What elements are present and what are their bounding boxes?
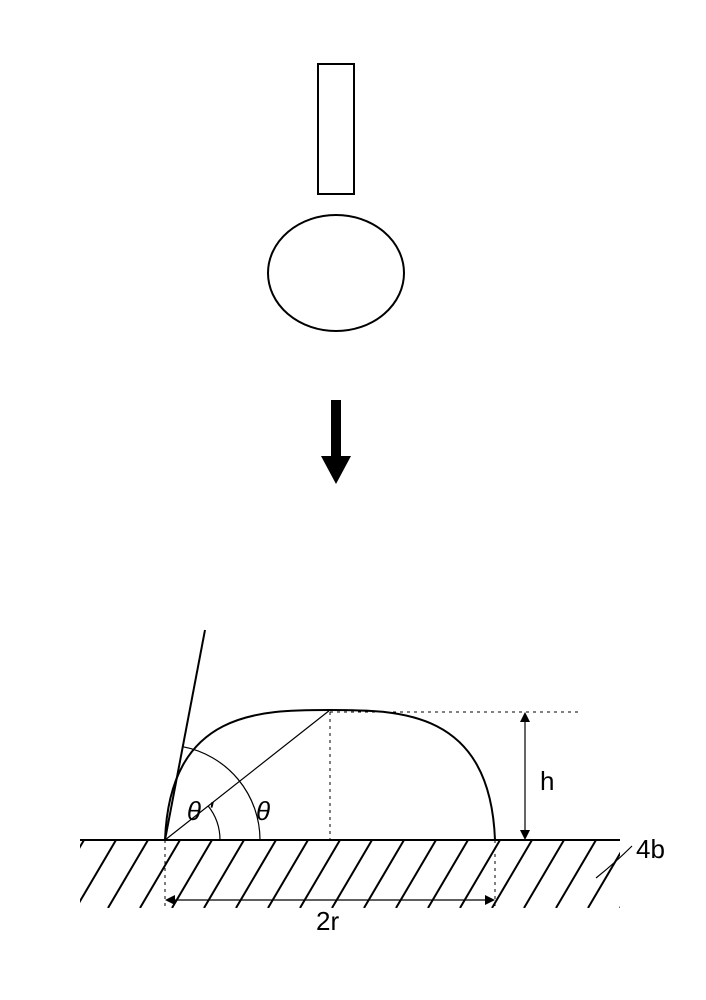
down-arrow bbox=[321, 400, 351, 484]
theta-arc bbox=[183, 747, 260, 840]
diameter-dimension bbox=[165, 840, 495, 908]
diameter-label: 2r bbox=[316, 906, 339, 936]
theta-label: θ bbox=[256, 796, 270, 826]
falling-droplet bbox=[268, 215, 404, 331]
substrate-hatching bbox=[12, 840, 692, 908]
theta-prime-label: θ ' bbox=[187, 796, 214, 826]
height-dimension bbox=[520, 712, 530, 840]
height-label: h bbox=[540, 766, 554, 796]
ref-callout-label: 4b bbox=[636, 834, 665, 864]
nozzle-rect bbox=[318, 64, 354, 194]
